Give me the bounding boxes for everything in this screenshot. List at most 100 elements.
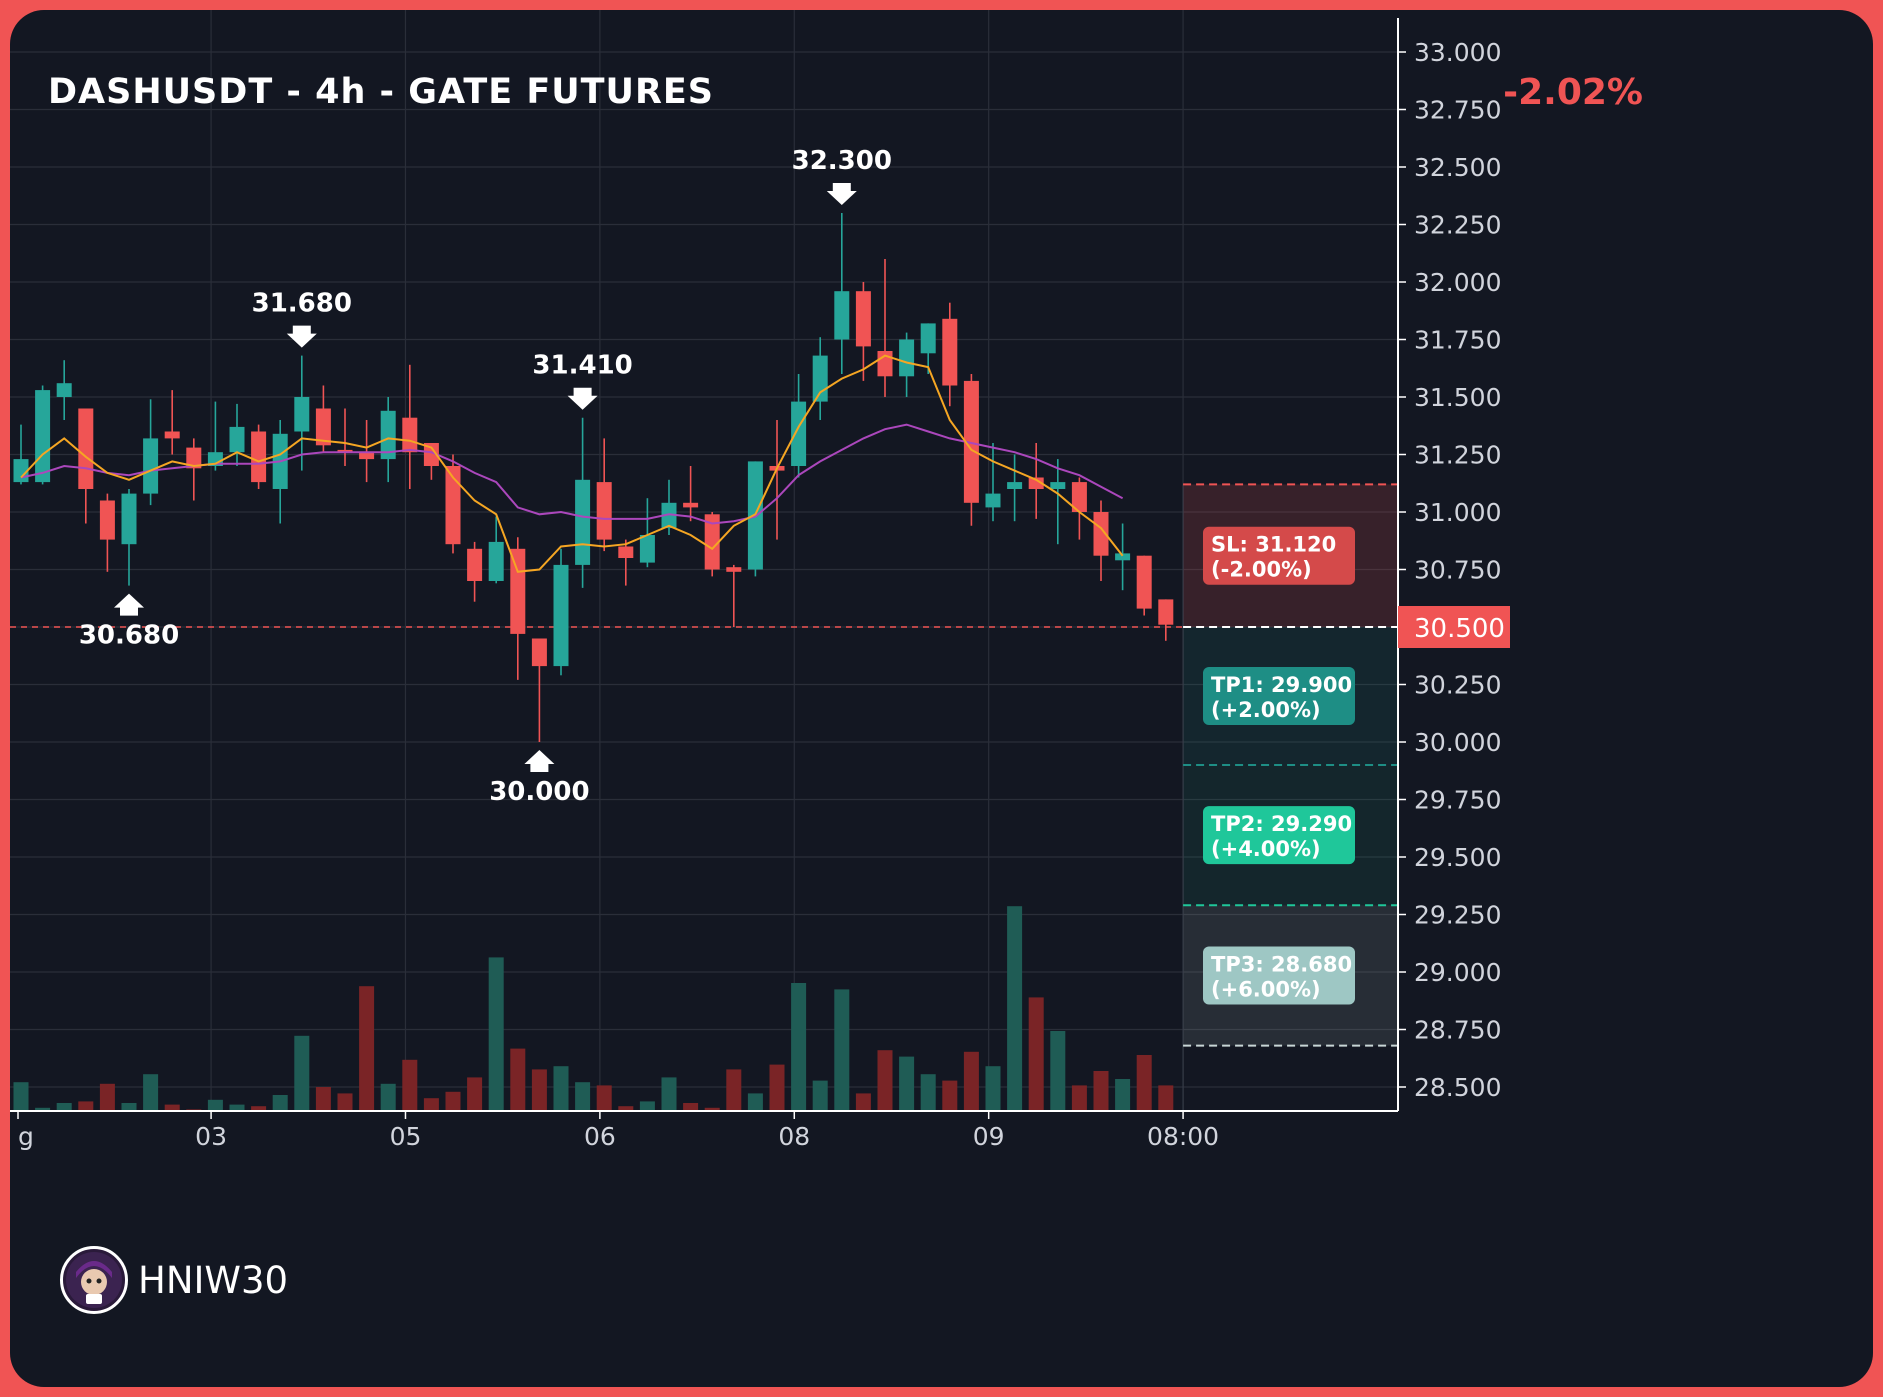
tp2-label-bg [1203,806,1355,865]
stop-loss-label-bg [1203,526,1355,585]
candle-body [315,408,331,446]
moving-averages [20,354,1124,573]
tp1-label-pct: (+2.00%) [1211,698,1321,722]
candle-body [1093,512,1109,556]
volume-bars [13,906,1174,1111]
tp1-label-bg [1203,667,1355,725]
candle-body [1050,482,1066,489]
candle-body [294,397,310,432]
tp2-label: TP2: 29.290(+4.00%) [1203,806,1355,865]
tp1-label: TP1: 29.900(+2.00%) [1203,667,1355,725]
x-tick-label: 05 [390,1122,422,1151]
volume-bar [1007,906,1023,1111]
y-tick-label: 33.000 [1414,38,1501,67]
candle-body [553,564,569,667]
tp3-label: TP3: 28.680(+6.00%) [1203,946,1355,1005]
volume-bar [488,957,504,1111]
x-tick-label: g [18,1122,34,1151]
candle-body [488,541,504,581]
y-tick-label: 31.250 [1414,441,1501,470]
tp2-label-price: TP2: 29.290 [1211,812,1352,836]
candle-body [1071,482,1087,512]
volume-bar [747,1093,763,1111]
y-tick-label: 30.000 [1414,728,1501,757]
price-change: -2.02% [1503,72,1643,113]
candle-body [726,567,742,572]
x-tick-label: 08:00 [1147,1122,1219,1151]
volume-bar [56,1103,72,1111]
candle-body [510,548,526,634]
candle-body [1007,482,1023,489]
candle-body [78,408,94,489]
candle-body [337,449,353,453]
candle-body [920,323,936,354]
volume-bar [1028,997,1044,1111]
candle-body [467,548,483,581]
x-tick-label: 03 [195,1122,227,1151]
candles [13,213,1174,742]
candle-body [985,493,1001,508]
volume-bar [337,1093,353,1111]
volume-bar [207,1099,223,1111]
candle-body [1158,599,1174,625]
candle-body [99,500,115,540]
arrow-up-icon [524,750,555,772]
volume-bar [380,1083,396,1111]
volume-bar [272,1095,288,1111]
trade-zones [10,483,1398,1111]
author-badge[interactable]: HNIW30 [60,1246,288,1314]
axes: 33.000 32.750 32.500 32.250 32.000 31.750 31.5… [10,18,1510,1151]
volume-bar [251,1106,267,1111]
trade-labels: SL: 31.120(-2.00%) TP1: 29.900(+2.00%) TP2… [1203,526,1355,1005]
x-tick-label: 09 [973,1122,1005,1151]
tp3-label-bg [1203,946,1355,1005]
volume-bar [683,1103,699,1111]
candle-body [639,535,655,563]
volume-bar [985,1066,1001,1111]
ema-slow-line [20,423,1124,525]
y-tick-label: 32.250 [1414,211,1501,240]
volume-bar [769,1064,785,1111]
x-tick-label: 06 [584,1122,616,1151]
peak-label: 31.410 [532,351,632,381]
volume-bar [1050,1031,1066,1111]
volume-bar [359,986,375,1111]
volume-bar [99,1083,115,1111]
arrow-down-icon [826,183,857,205]
volume-bar [423,1098,439,1111]
author-name: HNIW30 [138,1258,289,1302]
volume-bar [1136,1055,1152,1111]
volume-bar [791,983,807,1111]
candle-body [791,401,807,466]
y-tick-label: 29.250 [1414,901,1501,930]
candle-body [1115,553,1131,561]
tp3-label-pct: (+6.00%) [1211,977,1321,1001]
chart-canvas[interactable]: 30.680 31.680 30.000 31.410 32.300 SL: 31.12… [10,10,1873,1387]
last-price-tag [1398,606,1510,648]
volume-bar [510,1048,526,1111]
y-tick-label: 32.750 [1414,96,1501,125]
volume-bar [402,1059,418,1111]
y-tick-label: 32.000 [1414,268,1501,297]
candle-body [683,502,699,508]
avatar-icon [66,1252,122,1308]
y-tick-label: 31.000 [1414,498,1501,527]
volume-bar [575,1082,591,1111]
y-tick-label: 28.500 [1414,1073,1501,1102]
y-tick-label: 29.000 [1414,958,1501,987]
volume-bar [942,1080,958,1111]
volume-bar [812,1080,828,1111]
volume-bar [35,1107,51,1111]
candle-body [229,426,245,453]
volume-bar [121,1103,137,1111]
y-tick-label: 31.750 [1414,326,1501,355]
volume-bar [13,1082,29,1111]
stop-loss-label: SL: 31.120(-2.00%) [1203,526,1355,585]
candle-body [618,546,634,558]
candle-body [56,383,72,397]
y-tick-label: 32.500 [1414,153,1501,182]
candle-body [423,443,439,466]
volume-bar [661,1077,677,1111]
volume-bar [855,1093,871,1111]
peak-label: 31.680 [252,289,352,319]
